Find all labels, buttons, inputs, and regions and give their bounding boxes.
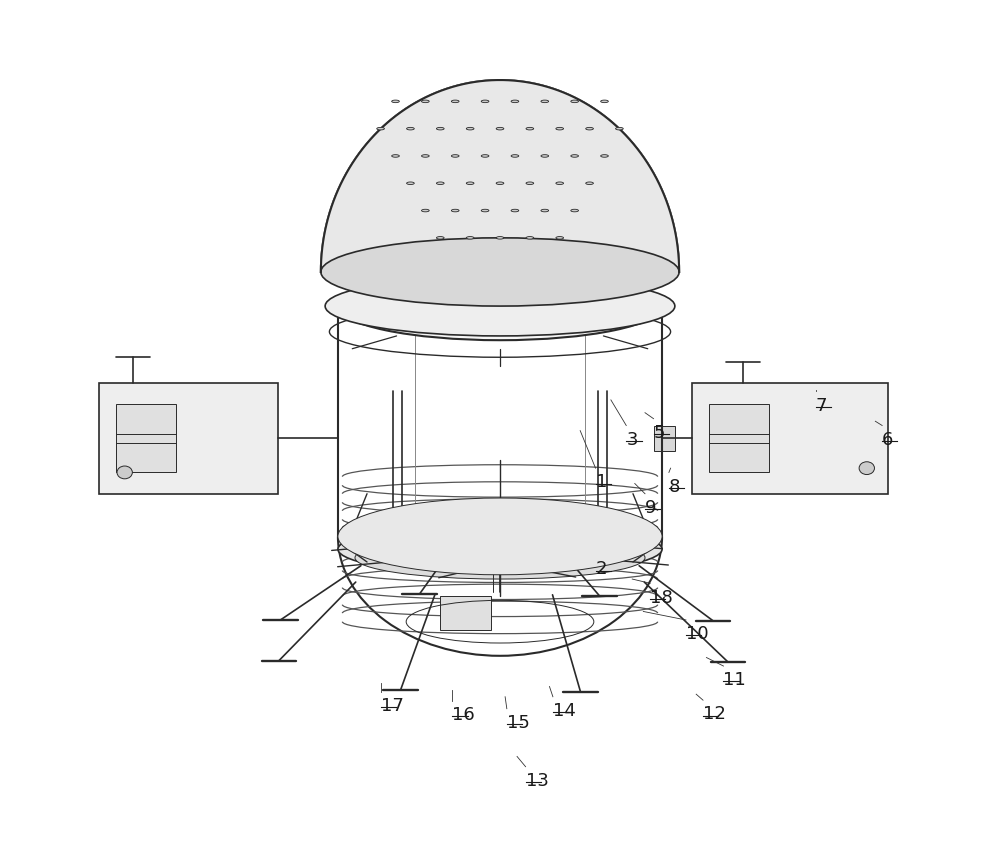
Ellipse shape (338, 524, 662, 575)
Ellipse shape (451, 210, 459, 213)
Ellipse shape (556, 183, 564, 186)
Ellipse shape (466, 237, 474, 240)
Ellipse shape (338, 498, 662, 575)
Text: 8: 8 (669, 477, 680, 495)
Text: 14: 14 (553, 701, 576, 719)
Ellipse shape (571, 155, 578, 158)
Ellipse shape (859, 463, 874, 475)
Ellipse shape (392, 155, 399, 158)
Text: 3: 3 (626, 430, 638, 448)
Ellipse shape (481, 101, 489, 104)
Ellipse shape (511, 101, 519, 104)
Ellipse shape (422, 155, 429, 158)
Ellipse shape (451, 101, 459, 104)
Bar (692, 383, 888, 494)
Ellipse shape (422, 101, 429, 104)
Text: 11: 11 (723, 671, 746, 688)
Ellipse shape (556, 128, 564, 130)
Ellipse shape (511, 155, 519, 158)
Ellipse shape (392, 101, 399, 104)
Text: 5: 5 (654, 423, 665, 441)
Ellipse shape (436, 128, 444, 130)
Ellipse shape (541, 210, 549, 213)
Ellipse shape (601, 101, 608, 104)
Ellipse shape (355, 537, 645, 579)
Ellipse shape (481, 210, 489, 213)
Bar (116, 405, 176, 473)
Ellipse shape (325, 277, 675, 337)
Ellipse shape (422, 210, 429, 213)
Text: 16: 16 (452, 705, 475, 723)
Bar (709, 405, 769, 473)
Text: 1: 1 (596, 473, 607, 491)
Ellipse shape (338, 273, 662, 341)
Polygon shape (321, 81, 679, 273)
Text: 7: 7 (816, 396, 827, 414)
Text: 2: 2 (596, 560, 607, 578)
Ellipse shape (616, 128, 623, 130)
Ellipse shape (526, 237, 534, 240)
Text: 17: 17 (381, 696, 403, 714)
Ellipse shape (541, 155, 549, 158)
Ellipse shape (601, 155, 608, 158)
Ellipse shape (436, 183, 444, 186)
Text: 10: 10 (686, 625, 709, 642)
Ellipse shape (342, 256, 658, 290)
Ellipse shape (571, 101, 578, 104)
Ellipse shape (586, 183, 593, 186)
Ellipse shape (334, 256, 666, 298)
Ellipse shape (407, 183, 414, 186)
Ellipse shape (496, 183, 504, 186)
Text: 13: 13 (526, 771, 548, 789)
Ellipse shape (571, 210, 578, 213)
Ellipse shape (436, 237, 444, 240)
Ellipse shape (451, 155, 459, 158)
Text: 6: 6 (882, 430, 894, 448)
Text: 15: 15 (507, 713, 530, 731)
Ellipse shape (526, 128, 534, 130)
Text: 9: 9 (645, 498, 657, 516)
Ellipse shape (496, 128, 504, 130)
Ellipse shape (541, 101, 549, 104)
Ellipse shape (496, 237, 504, 240)
Text: 18: 18 (650, 588, 673, 606)
Ellipse shape (526, 183, 534, 186)
Bar (440, 596, 491, 630)
Ellipse shape (407, 128, 414, 130)
Ellipse shape (377, 128, 384, 130)
Ellipse shape (481, 155, 489, 158)
Ellipse shape (466, 183, 474, 186)
Ellipse shape (321, 239, 679, 307)
Text: 12: 12 (703, 705, 726, 722)
Ellipse shape (466, 128, 474, 130)
Ellipse shape (117, 466, 132, 479)
Text: 4: 4 (573, 136, 585, 154)
Bar (99, 383, 278, 494)
Ellipse shape (586, 128, 593, 130)
Ellipse shape (556, 237, 564, 240)
Bar (654, 426, 675, 452)
Ellipse shape (511, 210, 519, 213)
